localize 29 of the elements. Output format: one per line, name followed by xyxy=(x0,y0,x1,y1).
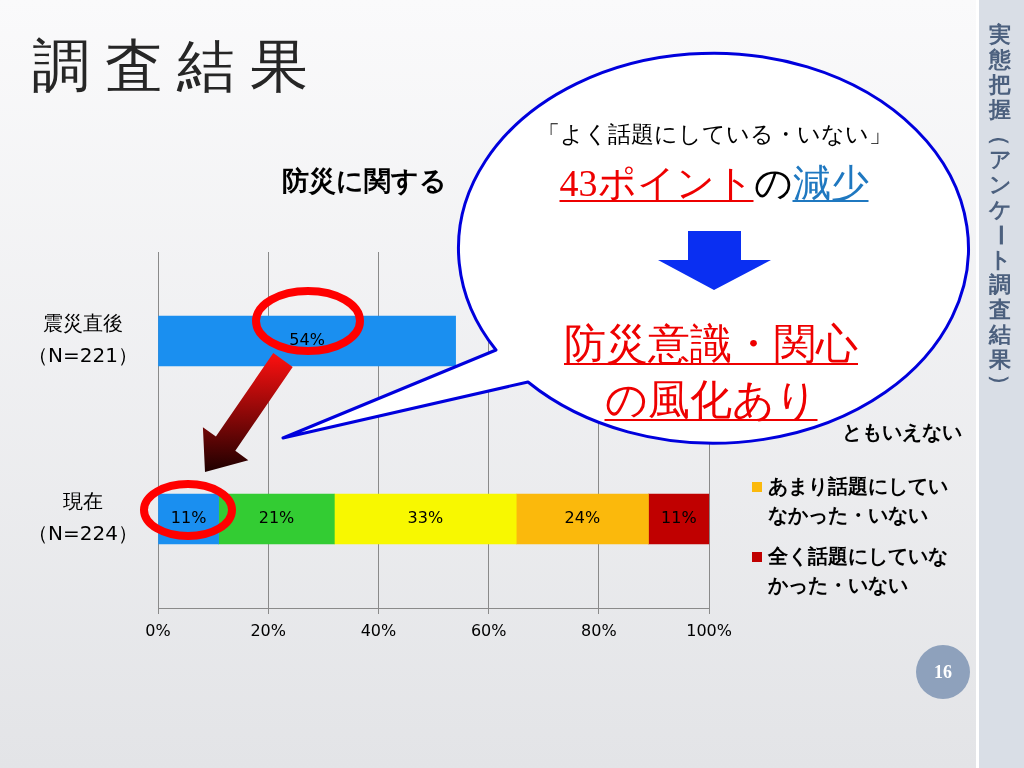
text: 16 xyxy=(933,662,953,682)
y-tick-label: 震災直後（N=221） xyxy=(28,311,139,368)
legend-label: あまり話題にしていなかった・いない xyxy=(768,473,949,529)
annotation: 防災意識・関心の風化あり xyxy=(564,321,858,423)
y-tick-label: 現在（N=224） xyxy=(28,489,139,546)
text: 「よく話題にしている・いない」 xyxy=(536,121,892,147)
data-label: 24% xyxy=(564,508,601,528)
chart-title: 調 査 結 果 xyxy=(32,34,308,99)
x-tick-label: 80% xyxy=(581,620,617,640)
data-label: 11% xyxy=(170,508,207,528)
chart-subtitle: 防災に関する xyxy=(282,165,447,196)
text: ともいえない xyxy=(842,420,962,444)
text: 43ポイント xyxy=(559,162,754,204)
data-label: 54% xyxy=(289,330,325,350)
bar xyxy=(515,493,649,545)
text: 減少 xyxy=(792,162,869,204)
legend-label: 全く話題にしていなかった・いない xyxy=(768,543,949,599)
text: 実態把握（アンケート調査結果） xyxy=(987,22,1013,396)
data-label: 11% xyxy=(661,508,697,528)
bar xyxy=(334,493,517,545)
x-tick-label: 20% xyxy=(250,620,287,640)
data-label: 33% xyxy=(407,508,444,528)
bar xyxy=(648,493,710,545)
text: の xyxy=(753,162,793,204)
x-tick-label: 40% xyxy=(360,620,397,640)
x-tick-label: 100% xyxy=(686,620,732,640)
data-label: 21% xyxy=(258,508,295,528)
x-tick-label: 0% xyxy=(145,620,171,640)
x-tick-label: 60% xyxy=(470,620,507,640)
